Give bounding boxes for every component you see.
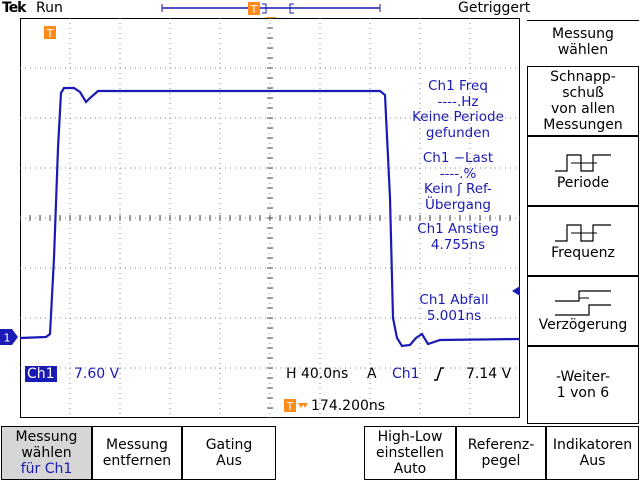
indicators-button[interactable]: Indikatoren Aus: [546, 426, 639, 480]
frequency-button[interactable]: Frequenz: [527, 206, 639, 276]
trigger-level: 7.14 V: [466, 366, 512, 382]
ch1-waveform: [20, 86, 520, 348]
rising-edge-icon: [434, 367, 444, 381]
acquisition-state: Run: [36, 0, 63, 16]
gating-button[interactable]: Gating Aus: [182, 426, 276, 480]
record-bar: T: [161, 2, 381, 20]
ch1-ground-marker[interactable]: 1: [0, 329, 20, 345]
trigger-time-marker[interactable]: T: [44, 26, 56, 40]
channel-badge: Ch1: [25, 366, 57, 382]
trigger-level-arrow[interactable]: [510, 284, 522, 298]
brand-logo: Tek: [2, 0, 26, 16]
menu-divider: [527, 20, 639, 21]
volts-per-div: 7.60 V: [74, 366, 120, 382]
trigger-mode: A: [367, 366, 377, 382]
high-low-button[interactable]: High-Low einstellen Auto: [364, 426, 456, 480]
menu-title: Messung wählen: [552, 26, 614, 58]
svg-text:T: T: [250, 3, 258, 16]
trigger-source: Ch1: [392, 366, 420, 382]
readout-fall-time: Ch1 Abfall 5.001ns: [419, 292, 489, 324]
svg-text:T: T: [286, 400, 294, 413]
frequency-icon: [555, 224, 611, 242]
readout-duty: Ch1 −Last ----.% Kein ʃ Ref- Übergang: [422, 150, 494, 213]
delay-button[interactable]: Verzögerung: [527, 276, 639, 346]
more-button[interactable]: -Weiter- 1 von 6: [527, 346, 639, 424]
svg-text:T: T: [46, 27, 54, 40]
readout-frequency: Ch1 Freq ----.Hz Keine Periode gefunden: [412, 78, 504, 141]
svg-text:1: 1: [4, 332, 11, 345]
remove-measurement-button[interactable]: Messung entfernen: [92, 426, 182, 480]
trigger-position: 174.200ns: [311, 398, 386, 414]
trigger-status: Getriggert: [458, 0, 531, 16]
delay-icon: [555, 290, 611, 316]
snapshot-all-button[interactable]: Schnapp- schuß von allen Messungen: [527, 66, 639, 136]
period-icon: [555, 154, 611, 172]
reference-level-button[interactable]: Referenz- pegel: [456, 426, 546, 480]
select-measurement-button[interactable]: Messung wählen für Ch1: [1, 426, 92, 480]
period-button[interactable]: Periode: [527, 136, 639, 206]
time-per-div: H 40.0ns: [286, 366, 349, 382]
readout-rise-time: Ch1 Anstieg 4.755ns: [417, 221, 499, 253]
scope-screen[interactable]: T: [20, 18, 520, 418]
trigger-position-icon: T: [284, 399, 308, 413]
